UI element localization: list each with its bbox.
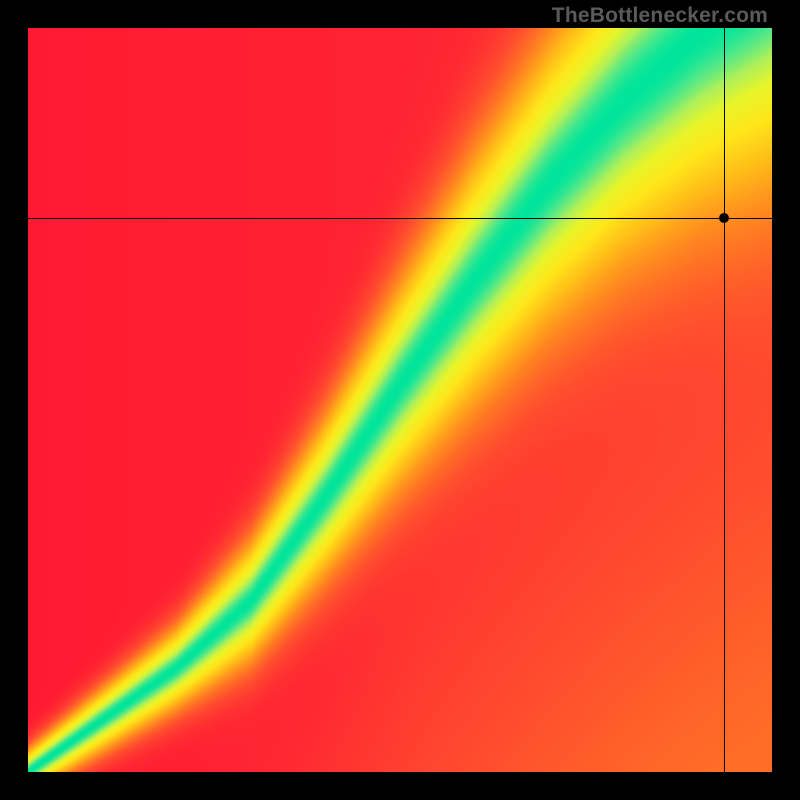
heatmap-plot <box>28 28 772 772</box>
crosshair-marker <box>719 213 729 223</box>
watermark-text: TheBottlenecker.com <box>552 4 768 28</box>
heatmap-canvas <box>28 28 772 772</box>
crosshair-horizontal <box>28 218 772 219</box>
crosshair-vertical <box>724 28 725 772</box>
